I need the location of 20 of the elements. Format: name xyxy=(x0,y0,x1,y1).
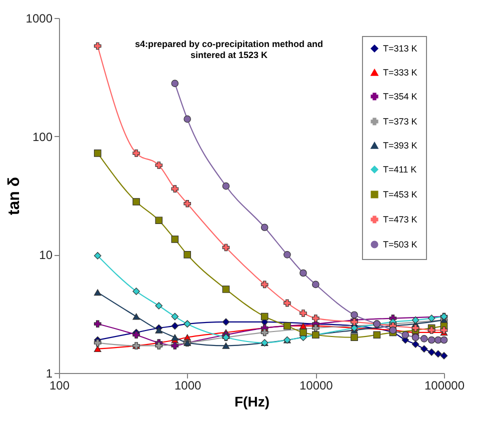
legend-label: T=393 K xyxy=(383,140,418,150)
legend-label: T=473 K xyxy=(383,214,418,224)
legend-label: T=354 K xyxy=(383,92,418,102)
x-tick-label: 10000 xyxy=(299,378,334,392)
y-tick-label: 10 xyxy=(39,248,53,262)
annotation: s4:prepared by co-precipitation method and sintered at 1523 K xyxy=(134,39,324,60)
legend-label: T=373 K xyxy=(383,116,418,126)
y-tick-label: 100 xyxy=(32,130,53,144)
x-tick-label: 100000 xyxy=(424,378,465,392)
y-axis-title: tan δ xyxy=(6,176,23,216)
y-tick-label: 1 xyxy=(46,366,53,380)
x-tick-label: 100 xyxy=(49,378,70,392)
legend-label: T=411 K xyxy=(383,164,417,174)
x-axis-title: F(Hz) xyxy=(234,394,270,410)
y-tick-label: 1000 xyxy=(26,12,53,26)
legend-label: T=453 K xyxy=(383,190,418,200)
x-tick-label: 1000 xyxy=(174,378,202,392)
legend-label: T=503 K xyxy=(383,240,418,250)
legend-label: T=333 K xyxy=(383,68,418,78)
legend-label: T=313 K xyxy=(383,44,418,54)
